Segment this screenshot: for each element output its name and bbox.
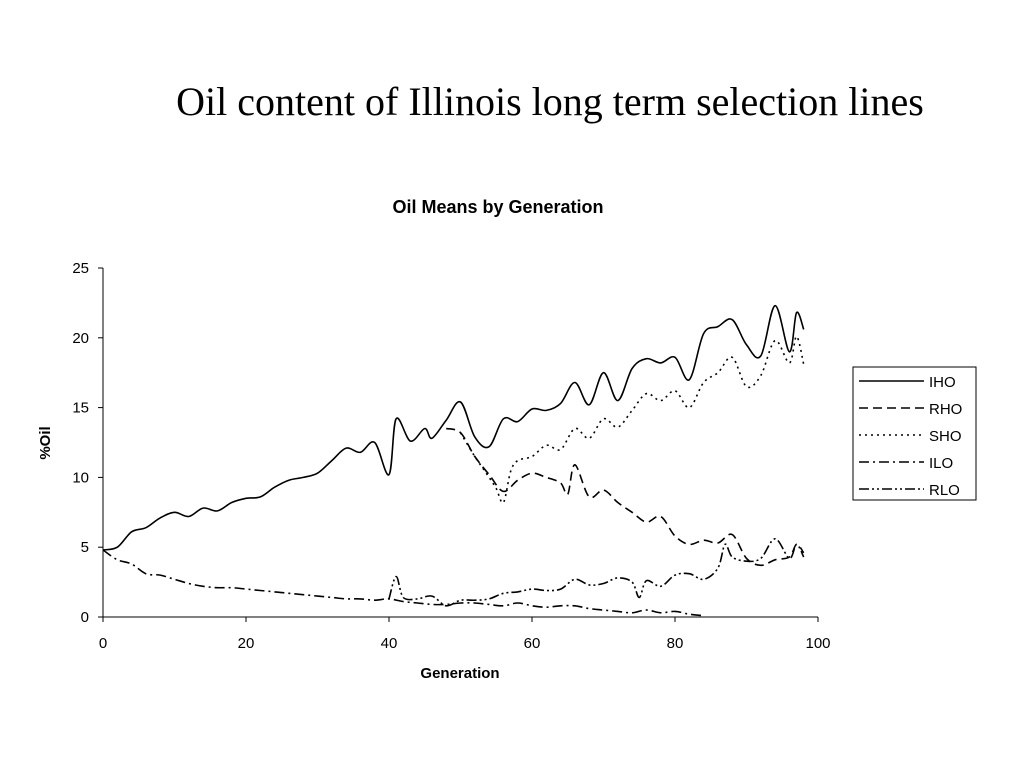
y-tick-label: 5 <box>81 539 89 556</box>
x-tick-label: 20 <box>238 635 255 652</box>
series-lines <box>102 304 805 617</box>
legend-label-rho: RHO <box>929 401 962 418</box>
series-line-ilo <box>102 549 704 617</box>
slide-title: Oil content of Illinois long term select… <box>176 79 924 124</box>
legend-label-ilo: ILO <box>929 455 953 472</box>
y-tick-label: 25 <box>72 260 89 277</box>
legend-label-iho: IHO <box>929 374 956 391</box>
series-line-sho <box>459 335 805 504</box>
y-axis-label: %Oil <box>37 426 54 459</box>
legend-box <box>852 366 977 501</box>
y-tick-label: 15 <box>72 400 89 417</box>
chart-title: Oil Means by Generation <box>392 197 603 217</box>
x-axis-label: Generation <box>420 665 499 682</box>
series-line-rho <box>445 427 805 567</box>
y-tick-group: 0 5 10 15 20 25 <box>72 260 103 626</box>
legend: IHO RHO SHO ILO RLO <box>852 366 977 501</box>
y-tick-label: 10 <box>72 469 89 486</box>
x-tick-label: 60 <box>524 635 541 652</box>
series-line-iho <box>102 304 805 551</box>
x-tick-label: 40 <box>381 635 398 652</box>
x-tick-label: 100 <box>805 635 830 652</box>
x-tick-group: 0 20 40 60 80 100 <box>99 617 831 652</box>
series-line-rlo <box>388 538 805 607</box>
legend-label-rlo: RLO <box>929 482 960 499</box>
y-tick-label: 20 <box>72 330 89 347</box>
x-tick-label: 0 <box>99 635 107 652</box>
x-tick-label: 80 <box>667 635 684 652</box>
y-tick-label: 0 <box>81 609 89 626</box>
legend-label-sho: SHO <box>929 428 962 445</box>
